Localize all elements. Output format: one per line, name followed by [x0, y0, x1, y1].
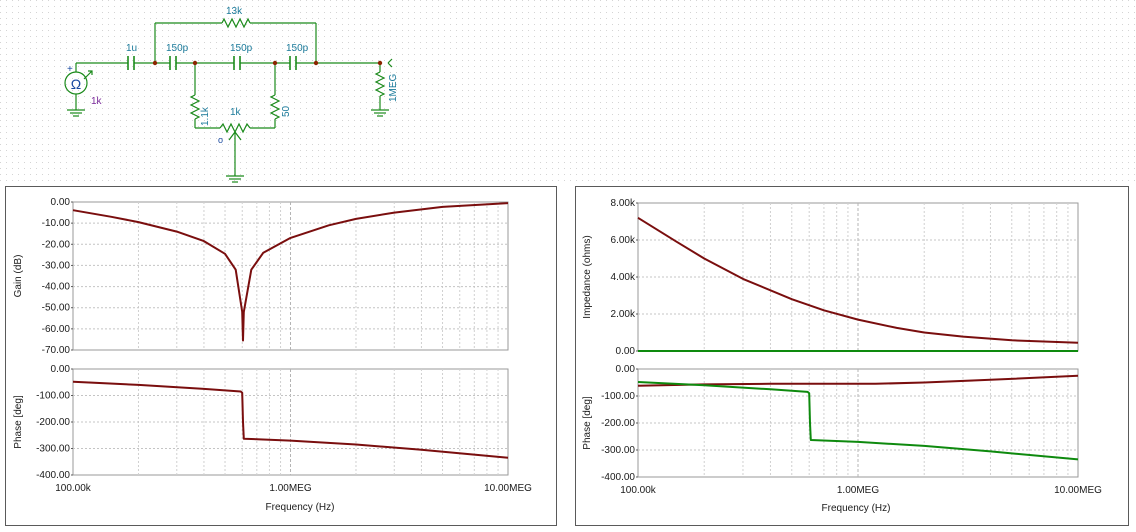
r-top-label: 13k — [226, 6, 243, 17]
x-tick-label: 10.00MEG — [1054, 485, 1102, 496]
y-tick-label: -200.00 — [36, 417, 70, 428]
left-x-axis-label: Frequency (Hz) — [266, 502, 335, 513]
c2-label: 150p — [230, 43, 253, 54]
y-tick-label: -70.00 — [42, 345, 71, 356]
node-dot — [272, 60, 278, 66]
schematic-grid — [0, 0, 1136, 186]
node-dot — [313, 60, 319, 66]
x-tick-label: 100.00k — [55, 483, 92, 494]
series-line — [637, 216, 1079, 344]
x-tick-label: 10.00MEG — [484, 483, 532, 494]
node-dot — [192, 60, 198, 66]
y-tick-label: -50.00 — [42, 303, 71, 314]
y-tick-label: 8.00k — [611, 198, 636, 209]
y-tick-label: -40.00 — [42, 282, 71, 293]
y-tick-label: -300.00 — [36, 444, 70, 455]
series-line — [72, 380, 509, 459]
schematic-wires — [64, 17, 393, 183]
node-dot — [152, 60, 158, 66]
y-tick-label: -300.00 — [601, 445, 635, 456]
r-right-label: 50 — [281, 105, 292, 117]
x-tick-label: 1.00MEG — [269, 483, 311, 494]
y-tick-label: 6.00k — [611, 235, 636, 246]
schematic: Ω + 1k 1u 13k 150p 150p 150p 1.1k 50 1k … — [0, 0, 1136, 186]
x-tick-label: 100.00k — [620, 485, 657, 496]
left-chart-panel: 0.00 -10.00 -20.00 -30.00 -40.00 -50.00 -60.00… — [5, 186, 557, 526]
y-tick-label: 0.00 — [51, 364, 71, 375]
y-tick-label: -20.00 — [42, 239, 71, 250]
source-symbol: Ω — [71, 76, 81, 92]
plot-area — [72, 201, 509, 351]
y-axis-label: Gain (dB) — [13, 255, 24, 298]
c-in-label: 1u — [126, 43, 137, 54]
node-dot — [377, 60, 383, 66]
gain-plot: 0.00 -10.00 -20.00 -30.00 -40.00 -50.00 -60.00… — [13, 197, 509, 356]
y-axis-label: Phase [deg] — [13, 395, 24, 449]
y-tick-label: -100.00 — [601, 391, 635, 402]
left-chart-svg: 0.00 -10.00 -20.00 -30.00 -40.00 -50.00 -60.00… — [13, 197, 532, 513]
y-tick-label: 0.00 — [51, 197, 71, 208]
x-tick-label: 1.00MEG — [837, 485, 879, 496]
right-x-axis-label: Frequency (Hz) — [822, 503, 891, 514]
plus-mark: + — [67, 64, 73, 75]
y-tick-label: -10.00 — [42, 218, 71, 229]
y-tick-label: -200.00 — [601, 418, 635, 429]
series-line — [637, 381, 1079, 461]
phase-left-plot: 0.00 -100.00 -200.00 -300.00 -400.00 Phase [d… — [13, 364, 532, 494]
pot-label: 1k — [230, 107, 242, 118]
c3-label: 150p — [286, 43, 309, 54]
series-line — [72, 202, 509, 342]
c1-label: 150p — [166, 43, 189, 54]
y-tick-label: -400.00 — [601, 472, 635, 483]
y-axis-label: Phase [deg] — [582, 396, 593, 450]
y-tick-label: -400.00 — [36, 470, 70, 481]
schematic-nodes — [152, 60, 383, 66]
right-chart-panel: 8.00k 6.00k 4.00k 2.00k 0.00 Impedance (ohms)… — [575, 186, 1129, 526]
y-tick-label: 0.00 — [616, 346, 636, 357]
y-tick-label: 2.00k — [611, 309, 636, 320]
r-left-label: 1.1k — [200, 106, 211, 126]
phase-right-plot: 0.00 -100.00 -200.00 -300.00 -400.00 Phase [d… — [582, 364, 1102, 496]
y-tick-label: -30.00 — [42, 260, 71, 271]
series-line — [637, 374, 1079, 387]
y-tick-label: -60.00 — [42, 324, 71, 335]
y-tick-label: -100.00 — [36, 391, 70, 402]
impedance-plot: 8.00k 6.00k 4.00k 2.00k 0.00 Impedance (ohms) — [582, 198, 1079, 357]
y-tick-label: 0.00 — [616, 364, 636, 375]
r-load-label: 1MEG — [388, 73, 399, 102]
y-axis-label: Impedance (ohms) — [582, 235, 593, 318]
y-tick-label: 4.00k — [611, 272, 636, 283]
wiper-mark: o — [218, 135, 223, 145]
source-value-label: 1k — [91, 96, 103, 107]
right-chart-svg: 8.00k 6.00k 4.00k 2.00k 0.00 Impedance (ohms)… — [582, 198, 1102, 514]
